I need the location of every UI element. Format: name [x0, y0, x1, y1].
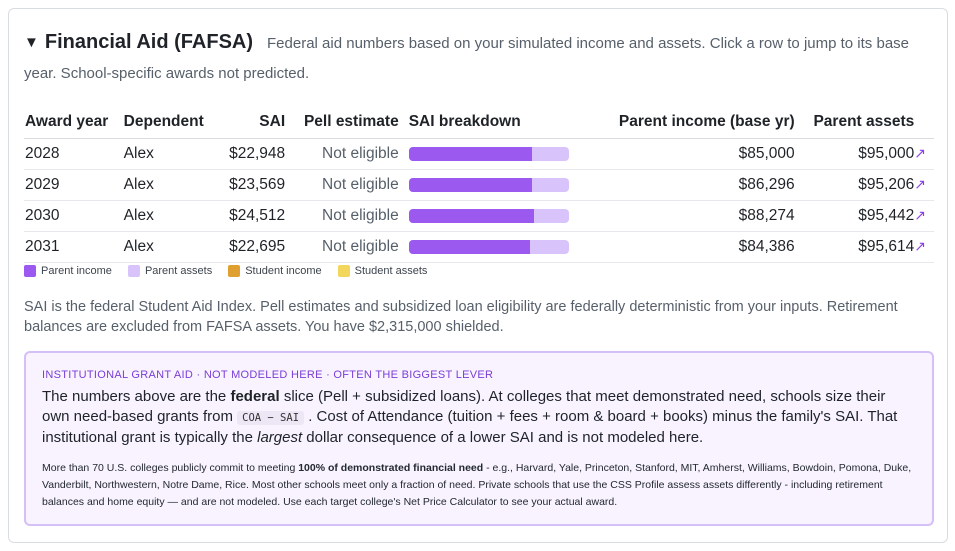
fafsa-table: Award year Dependent SAI Pell estimate S… [24, 106, 934, 263]
sai-value: $24,512 [223, 200, 286, 232]
parent-income: $86,296 [583, 169, 795, 201]
sai-breakdown-bar [408, 208, 569, 223]
section-title: Financial Aid (FAFSA) [44, 31, 254, 53]
financial-aid-card: ▼ Financial Aid (FAFSA) Federal aid number… [8, 8, 948, 543]
parent-assets: $95,206 [794, 169, 915, 201]
col-pell: Pell estimate [285, 106, 409, 139]
callout-kicker: INSTITUTIONAL GRANT AID · NOT MODELED HE… [42, 369, 494, 381]
award-year: 2030 [24, 200, 124, 232]
award-year: 2029 [24, 169, 124, 201]
jump-arrow-icon[interactable]: ↗ [914, 237, 926, 254]
coa-sai-code: COA − SAI [237, 411, 305, 425]
jump-arrow-icon[interactable]: ↗ [914, 206, 926, 223]
table-row[interactable]: 2031 Alex $22,695 Not eligible $84,386 $… [24, 231, 934, 263]
legend-label: Parent assets [144, 265, 213, 277]
legend-item: Parent assets [127, 265, 213, 277]
parent-assets: $95,442 [794, 200, 915, 232]
pell-estimate: Not eligible [285, 231, 409, 263]
table-row[interactable]: 2028 Alex $22,948 Not eligible $85,000 $… [24, 138, 934, 170]
legend-label: Student income [245, 265, 322, 277]
award-year: 2031 [24, 231, 124, 263]
col-sai-breakdown: SAI breakdown [408, 106, 584, 139]
jump-arrow-icon[interactable]: ↗ [914, 175, 926, 192]
breakdown-legend: Parent income Parent assets Student inco… [24, 265, 427, 277]
section-header[interactable]: ▼ Financial Aid (FAFSA) Federal aid number… [24, 27, 934, 89]
sai-value: $23,569 [223, 169, 286, 201]
sai-breakdown [408, 138, 584, 170]
parent-income: $84,386 [583, 231, 795, 263]
parent-income-fill [408, 208, 534, 223]
sai-breakdown-bar [408, 177, 569, 192]
callout-detail-text: More than 70 U.S. colleges publicly comm… [42, 462, 912, 508]
legend-item: Student income [228, 265, 322, 277]
parent-assets: $95,614 [794, 231, 915, 263]
legend-swatch [337, 265, 350, 277]
legend-label: Parent income [41, 265, 112, 277]
sai-value: $22,695 [223, 231, 286, 263]
parent-income-fill [408, 177, 532, 192]
legend-item: Student assets [337, 265, 428, 277]
institutional-aid-callout: INSTITUTIONAL GRANT AID · NOT MODELED HE… [24, 351, 934, 526]
sai-breakdown [408, 169, 584, 201]
legend-item: Parent income [24, 265, 112, 277]
legend-swatch [24, 265, 36, 277]
pell-estimate: Not eligible [285, 169, 409, 201]
dependent: Alex [123, 138, 224, 170]
section-description: Federal aid numbers based on your simula… [24, 35, 909, 82]
sai-breakdown-bar [408, 146, 569, 161]
dependent: Alex [123, 200, 224, 232]
legend-swatch [228, 265, 241, 277]
col-sai: SAI [223, 106, 286, 139]
collapse-caret-icon[interactable]: ▼ [24, 34, 39, 51]
parent-income-fill [408, 239, 531, 254]
pell-estimate: Not eligible [285, 200, 409, 232]
legend-label: Student assets [354, 265, 428, 277]
pell-estimate: Not eligible [285, 138, 409, 170]
parent-income-fill [408, 146, 532, 161]
parent-income: $88,274 [583, 200, 795, 232]
sai-note: SAI is the federal Student Aid Index. Pe… [24, 299, 898, 335]
dependent: Alex [123, 231, 224, 263]
parent-income: $85,000 [583, 138, 795, 170]
parent-assets: $95,000 [794, 138, 915, 170]
col-parent-income: Parent income (base yr) [583, 106, 795, 139]
sai-breakdown [408, 231, 584, 263]
dependent: Alex [123, 169, 224, 201]
table-row[interactable]: 2030 Alex $24,512 Not eligible $88,274 $… [24, 200, 934, 232]
col-award-year: Award year [24, 106, 124, 139]
sai-value: $22,948 [223, 138, 286, 170]
sai-breakdown [408, 200, 584, 232]
sai-breakdown-bar [408, 239, 569, 254]
col-parent-assets: Parent assets [794, 106, 915, 139]
award-year: 2028 [24, 138, 124, 170]
col-dependent: Dependent [123, 106, 224, 139]
table-row[interactable]: 2029 Alex $23,569 Not eligible $86,296 $… [24, 169, 934, 201]
table-header-row: Award year Dependent SAI Pell estimate S… [24, 106, 934, 139]
callout-main-text: The numbers above are the federal slice … [42, 388, 898, 446]
legend-swatch [127, 265, 140, 277]
jump-arrow-icon[interactable]: ↗ [914, 144, 926, 161]
col-jump [914, 106, 934, 139]
